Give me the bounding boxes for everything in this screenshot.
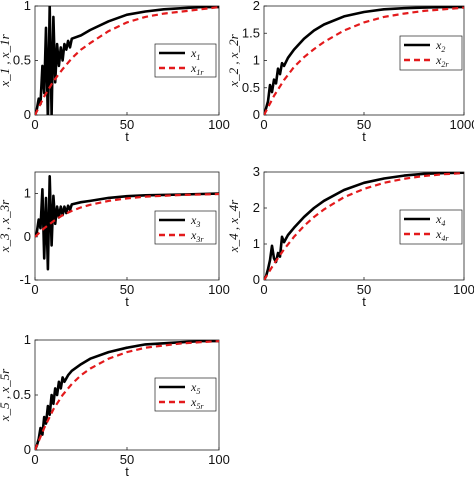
legend-box (154, 377, 217, 412)
legend-label: x4r (435, 227, 449, 243)
y-tick-label: 0 (24, 107, 31, 122)
y-tick-label: 2 (253, 200, 260, 215)
x-tick-label: 50 (357, 117, 371, 132)
y-tick-label: -1 (19, 272, 31, 287)
series-line-x5r (35, 340, 219, 450)
legend-label: x2r (435, 53, 449, 69)
y-tick-label: 1 (24, 186, 31, 201)
x-tick-label: 50 (120, 117, 134, 132)
y-tick-label: 0 (24, 229, 31, 244)
y-axis-label: x_3 , x_3r (0, 199, 12, 253)
legend-label: x1r (190, 61, 204, 77)
legend-label: x3 (190, 213, 200, 229)
series-line-x3 (35, 175, 219, 271)
series-line-x5 (35, 340, 219, 450)
legend-label: x1 (190, 46, 200, 62)
legend-box (154, 210, 217, 245)
legend-label: x4 (435, 212, 445, 228)
y-axis-label: x_4 , x_4r (226, 199, 241, 253)
y-axis-label: x_1 , x_1r (0, 33, 12, 87)
y-tick-label: 0 (24, 442, 31, 457)
y-tick-label: 1.5 (242, 25, 260, 40)
y-tick-label: 3 (253, 164, 260, 179)
legend-box (399, 209, 463, 245)
series-line-x1 (35, 6, 219, 115)
legend-label: x2 (435, 38, 445, 54)
x-tick-label: 0 (31, 282, 38, 297)
x-tick-label: 100 (453, 282, 474, 297)
y-tick-label: 1 (253, 53, 260, 68)
legend-label: x5 (190, 380, 200, 396)
y-tick-label: 1 (24, 0, 31, 13)
series-line-x4r (264, 172, 464, 280)
x-tick-label: 50 (120, 452, 134, 467)
x-axis-label: t (125, 464, 129, 479)
y-tick-label: 0.5 (13, 387, 31, 402)
series-line-x2r (264, 6, 464, 115)
x-tick-label: 0 (31, 117, 38, 132)
y-tick-label: 1 (24, 332, 31, 347)
y-axis-label: x_5 , x_5r (0, 368, 12, 422)
y-tick-label: 1 (253, 236, 260, 251)
legend-label: x5r (190, 395, 204, 411)
series-line-x1r (35, 6, 219, 115)
x-tick-label: 0 (31, 452, 38, 467)
y-tick-label: 0 (253, 107, 260, 122)
legend-box (154, 43, 217, 78)
series-line-x4 (264, 172, 464, 280)
x-tick-label: 100 (208, 117, 230, 132)
x-tick-label: 50 (357, 282, 371, 297)
y-tick-label: 0.5 (242, 80, 260, 95)
y-tick-label: 2 (253, 0, 260, 13)
y-axis-label: x_2 , x_2r (226, 33, 241, 87)
y-tick-label: 0 (253, 272, 260, 287)
x-tick-label: 0 (260, 117, 267, 132)
y-tick-label: 0.5 (13, 53, 31, 68)
x-axis-label: t (125, 129, 129, 144)
x-tick-label: 0 (260, 282, 267, 297)
x-axis-label: t (362, 129, 366, 144)
x-tick-label: 100 (208, 282, 230, 297)
x-axis-label: t (125, 294, 129, 309)
series-line-x2 (264, 6, 464, 115)
x-axis-label: t (362, 294, 366, 309)
series-line-x3r (35, 192, 219, 238)
legend-label: x3r (190, 228, 204, 244)
x-tick-label: 100 (208, 452, 230, 467)
legend-box (399, 35, 463, 71)
x-tick-label: 50 (120, 282, 134, 297)
